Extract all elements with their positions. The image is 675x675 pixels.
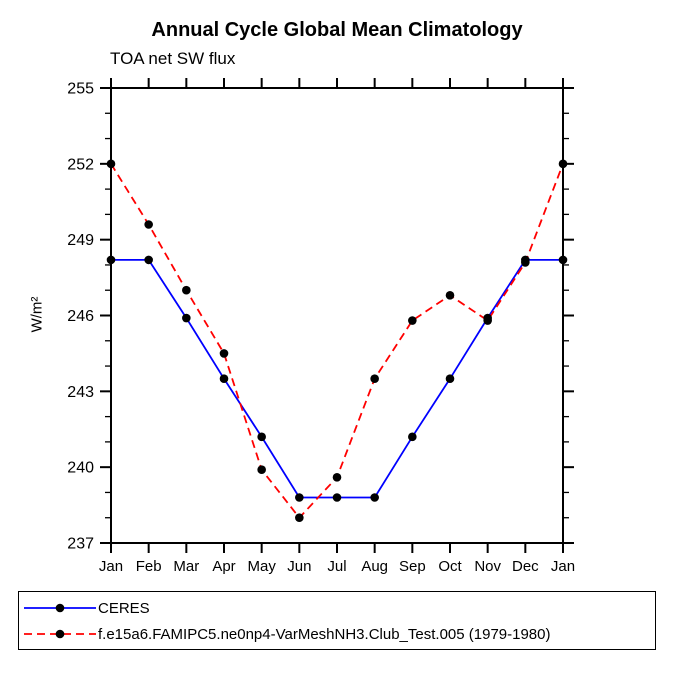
series-1-point <box>144 220 153 229</box>
x-tick-label: May <box>247 558 276 575</box>
series-0-point <box>558 255 568 265</box>
x-tick-label: Jun <box>287 558 311 575</box>
series-1-point <box>370 374 379 383</box>
series-1-point <box>521 258 530 267</box>
x-tick-label: Apr <box>212 558 235 575</box>
x-tick-label: Jan <box>99 558 123 575</box>
series-0-point <box>219 374 229 383</box>
ceres-line-swatch <box>24 603 96 613</box>
series-1-point <box>182 285 191 295</box>
y-tick-label: 243 <box>67 384 94 401</box>
model-line-swatch <box>24 629 96 639</box>
legend: CERES f.e15a6.FAMIPC5.ne0np4-VarMeshNH3.… <box>18 591 656 650</box>
legend-label-ceres: CERES <box>98 599 150 617</box>
plot-svg: Jan Feb Mar Apr May Jun Jul Aug Sep Oct Nov Dec Jan 2… <box>67 78 575 575</box>
chart-title: Annual Cycle Global Mean Climatology <box>151 19 523 41</box>
series-line-1 <box>110 163 564 520</box>
series-0-point <box>144 255 153 265</box>
x-tick-label: Nov <box>474 558 501 575</box>
series-1-point <box>106 159 116 169</box>
y-tick-label: 240 <box>67 460 94 477</box>
x-tick-label: Feb <box>136 558 162 575</box>
series-1-point <box>483 316 492 325</box>
series-1-point <box>445 290 455 300</box>
series-0-point <box>370 493 379 502</box>
series-0-point <box>106 255 116 265</box>
legend-label-model: f.e15a6.FAMIPC5.ne0np4-VarMeshNH3.Club_T… <box>98 625 551 643</box>
legend-item-model: f.e15a6.FAMIPC5.ne0np4-VarMeshNH3.Club_T… <box>19 621 655 647</box>
chart-subtitle: TOA net SW flux <box>110 49 236 68</box>
y-tick-label: 252 <box>67 156 94 173</box>
series-1-point <box>408 316 417 325</box>
y-tick-label: 255 <box>67 81 94 98</box>
series-1-point <box>332 472 342 482</box>
legend-item-ceres: CERES <box>19 595 655 621</box>
series-1-point <box>257 465 266 474</box>
ceres-marker-dot <box>55 603 65 613</box>
series-0-point <box>408 432 417 442</box>
series-1-point <box>219 349 229 358</box>
x-tick-label: Aug <box>361 558 388 575</box>
x-tick-label: Oct <box>438 558 462 575</box>
y-tick-label: 246 <box>67 308 94 325</box>
x-tick-label: Jul <box>327 558 346 575</box>
series-0-point <box>445 374 455 383</box>
series-0-point <box>257 432 266 442</box>
series-line-0 <box>111 258 563 499</box>
series-1-point <box>558 159 568 169</box>
series-1-point <box>295 513 304 523</box>
model-marker-dot <box>55 629 65 639</box>
x-tick-label: Mar <box>173 558 199 575</box>
series-0-point <box>332 493 342 502</box>
x-tick-label: Dec <box>512 558 539 575</box>
x-tick-label: Sep <box>399 558 426 575</box>
y-tick-label: 249 <box>67 232 94 249</box>
x-tick-label: Jan <box>551 558 575 575</box>
series-0-point <box>182 313 191 323</box>
y-tick-label: 237 <box>67 536 94 553</box>
series-0-point <box>295 493 304 502</box>
